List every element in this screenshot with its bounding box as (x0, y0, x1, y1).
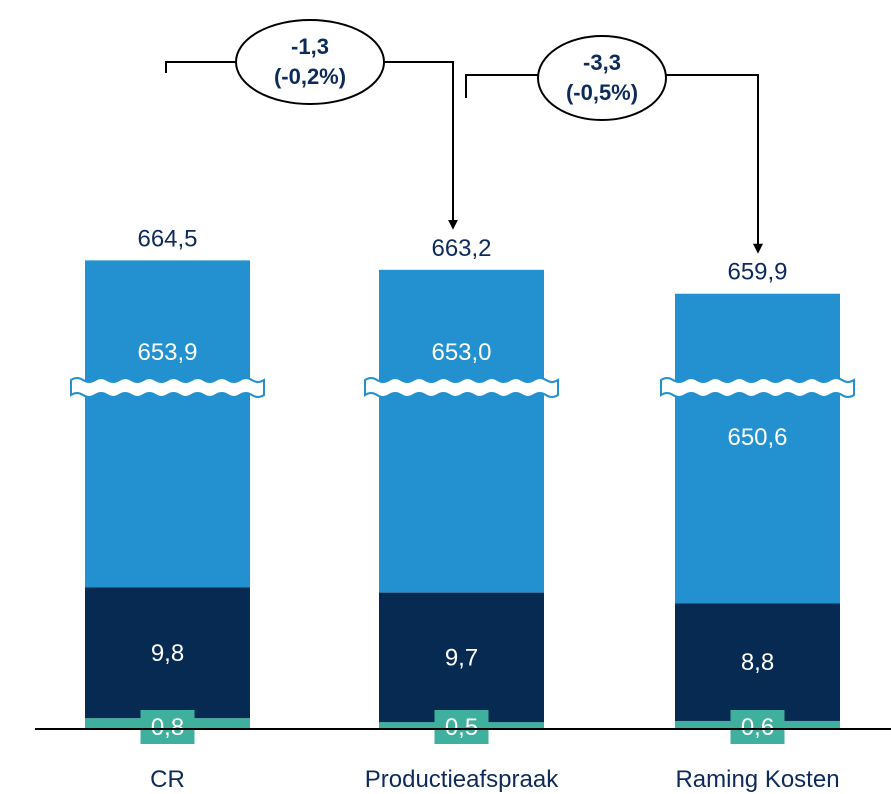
change-percent-1: (-0,5%) (566, 80, 638, 105)
segment-label-middle-2: 8,8 (741, 649, 774, 676)
segment-label-middle-1: 9,7 (445, 644, 478, 671)
change-value-1: -3,3 (583, 50, 621, 75)
change-bubble-0 (235, 19, 385, 105)
segment-label-box-bottom-1 (434, 710, 489, 744)
segment-label-bottom-2: 0,6 (741, 714, 774, 741)
change-percent-0: (-0,2%) (274, 64, 346, 89)
total-label-0: 664,5 (137, 225, 197, 252)
category-label-1: Productieafspraak (365, 766, 559, 793)
segment-label-top-0: 653,9 (137, 339, 197, 366)
category-label-2: Raming Kosten (675, 766, 839, 793)
segment-label-bottom-0: 0,8 (151, 714, 184, 741)
change-value-0: -1,3 (291, 34, 329, 59)
bar-segment-top-2 (675, 293, 840, 604)
bar-segment-middle-1 (379, 592, 544, 723)
bar-segment-top-1 (379, 269, 544, 593)
segment-label-bottom-1: 0,5 (445, 714, 478, 741)
total-label-2: 659,9 (727, 259, 787, 286)
axis-break-1 (364, 377, 559, 398)
bar-segment-middle-0 (85, 587, 250, 719)
segment-label-box-bottom-0 (140, 710, 195, 744)
segment-label-top-2: 650,6 (727, 424, 787, 451)
segment-label-middle-0: 9,8 (151, 640, 184, 667)
category-label-0: CR (150, 766, 185, 793)
segment-label-top-1: 653,0 (431, 339, 491, 366)
total-label-1: 663,2 (431, 235, 491, 262)
bar-segment-top-0 (85, 260, 250, 588)
axis-break-0 (70, 377, 265, 398)
bar-segment-middle-2 (675, 603, 840, 721)
axis-break-2 (660, 377, 855, 398)
segment-label-box-bottom-2 (730, 710, 785, 744)
change-bubble-1 (537, 35, 667, 121)
